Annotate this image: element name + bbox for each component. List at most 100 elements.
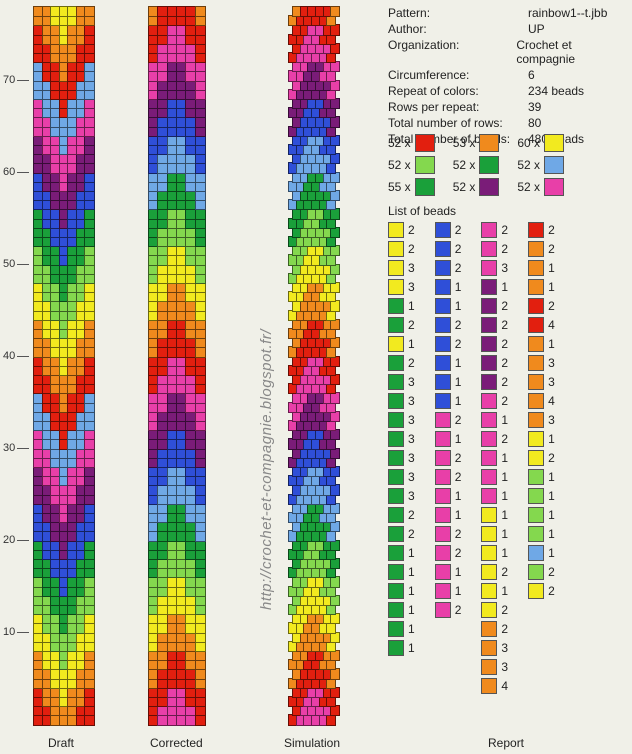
bead-swatch <box>481 298 497 314</box>
bead-list-item: 1 <box>435 298 462 314</box>
bead-list-item: 1 <box>388 545 415 561</box>
bead-swatch <box>435 241 451 257</box>
bead-swatch <box>388 279 404 295</box>
bead-swatch <box>481 678 497 694</box>
bead-swatch <box>435 260 451 276</box>
bead-swatch <box>435 317 451 333</box>
bead-list-item: 2 <box>435 526 462 542</box>
bead-swatch <box>435 545 451 561</box>
bead-list-item: 4 <box>528 317 555 333</box>
bead-cell <box>330 6 340 17</box>
bead-swatch <box>388 507 404 523</box>
bead-list-item: 1 <box>435 374 462 390</box>
bead-list-item: 3 <box>481 260 508 276</box>
bead-swatch <box>481 469 497 485</box>
bead-swatch <box>481 545 497 561</box>
bead-swatch <box>528 507 544 523</box>
bead-swatch <box>481 431 497 447</box>
bead-swatch <box>388 621 404 637</box>
bead-swatch <box>388 583 404 599</box>
meta-value: 234 beads <box>528 84 584 98</box>
bead-swatch <box>481 412 497 428</box>
bead-swatch <box>528 564 544 580</box>
bead-list-item: 2 <box>435 469 462 485</box>
color-count-item: 52 x <box>388 156 435 174</box>
color-swatch <box>479 134 499 152</box>
bead-swatch <box>481 640 497 656</box>
bead-list-item: 3 <box>481 659 508 675</box>
bead-list-item: 3 <box>388 431 415 447</box>
bead-list-item: 3 <box>388 260 415 276</box>
bead-list-item: 2 <box>528 222 555 238</box>
meta-label: Circumference: <box>388 68 528 82</box>
bead-list-item: 1 <box>528 260 555 276</box>
bead-list-item: 2 <box>528 450 555 466</box>
bead-list-item: 1 <box>528 545 555 561</box>
bead-swatch <box>528 526 544 542</box>
bead-swatch <box>481 336 497 352</box>
bead-swatch <box>388 298 404 314</box>
bead-swatch <box>435 450 451 466</box>
bead-swatch <box>481 583 497 599</box>
bead-list-item: 2 <box>481 621 508 637</box>
bead-list-item: 3 <box>388 393 415 409</box>
bead-swatch <box>481 279 497 295</box>
bead-swatch <box>435 222 451 238</box>
bead-list-item: 1 <box>435 583 462 599</box>
bead-list-item: 1 <box>388 564 415 580</box>
bead-list-item: 1 <box>435 355 462 371</box>
bead-swatch <box>481 602 497 618</box>
bead-list-item: 3 <box>388 412 415 428</box>
meta-label: Total number of rows: <box>388 116 528 130</box>
bead-swatch <box>481 260 497 276</box>
bead-swatch <box>388 564 404 580</box>
bead-swatch <box>481 526 497 542</box>
bead-swatch <box>435 431 451 447</box>
bead-swatch <box>481 374 497 390</box>
bead-list-item: 3 <box>528 355 555 371</box>
bead-swatch <box>435 412 451 428</box>
bead-list-item: 1 <box>388 621 415 637</box>
meta-label: Repeat of colors: <box>388 84 528 98</box>
bead-list-item: 3 <box>528 412 555 428</box>
bead-list-item: 1 <box>528 336 555 352</box>
bead-list-item: 3 <box>481 640 508 656</box>
bead-list-item: 1 <box>435 279 462 295</box>
bead-list-item: 1 <box>481 488 508 504</box>
bead-list-item: 1 <box>481 469 508 485</box>
bead-list-item: 3 <box>388 488 415 504</box>
color-swatch <box>544 178 564 196</box>
color-swatch <box>479 156 499 174</box>
color-count-item: 52 x <box>388 134 435 152</box>
bead-swatch <box>528 583 544 599</box>
color-swatch <box>544 134 564 152</box>
axis-tick: 30 <box>3 442 15 454</box>
bead-swatch <box>435 336 451 352</box>
axis-tick: 50 <box>3 258 15 270</box>
meta-value: 39 <box>528 100 541 114</box>
meta-value: rainbow1--t.jbb <box>528 6 607 20</box>
bead-list-item: 2 <box>481 393 508 409</box>
bead-swatch <box>435 488 451 504</box>
bead-swatch <box>528 241 544 257</box>
meta-value: Crochet et compagnie <box>516 38 624 66</box>
bead-swatch <box>435 469 451 485</box>
color-swatch <box>544 156 564 174</box>
bead-swatch <box>388 222 404 238</box>
bead-list-item: 2 <box>481 564 508 580</box>
bead-swatch <box>528 393 544 409</box>
bead-swatch <box>528 336 544 352</box>
bead-swatch <box>388 526 404 542</box>
bead-list-item: 1 <box>481 583 508 599</box>
bead-swatch <box>388 469 404 485</box>
bead-swatch <box>388 241 404 257</box>
bead-list-item: 2 <box>481 355 508 371</box>
axis-tick: 60 <box>3 166 15 178</box>
bead-list-item: 2 <box>388 222 415 238</box>
bead-list-item: 1 <box>388 336 415 352</box>
bead-swatch <box>528 469 544 485</box>
bead-swatch <box>435 374 451 390</box>
bead-list-item: 1 <box>481 507 508 523</box>
bead-list-item: 4 <box>481 678 508 694</box>
bead-list-item: 2 <box>528 583 555 599</box>
